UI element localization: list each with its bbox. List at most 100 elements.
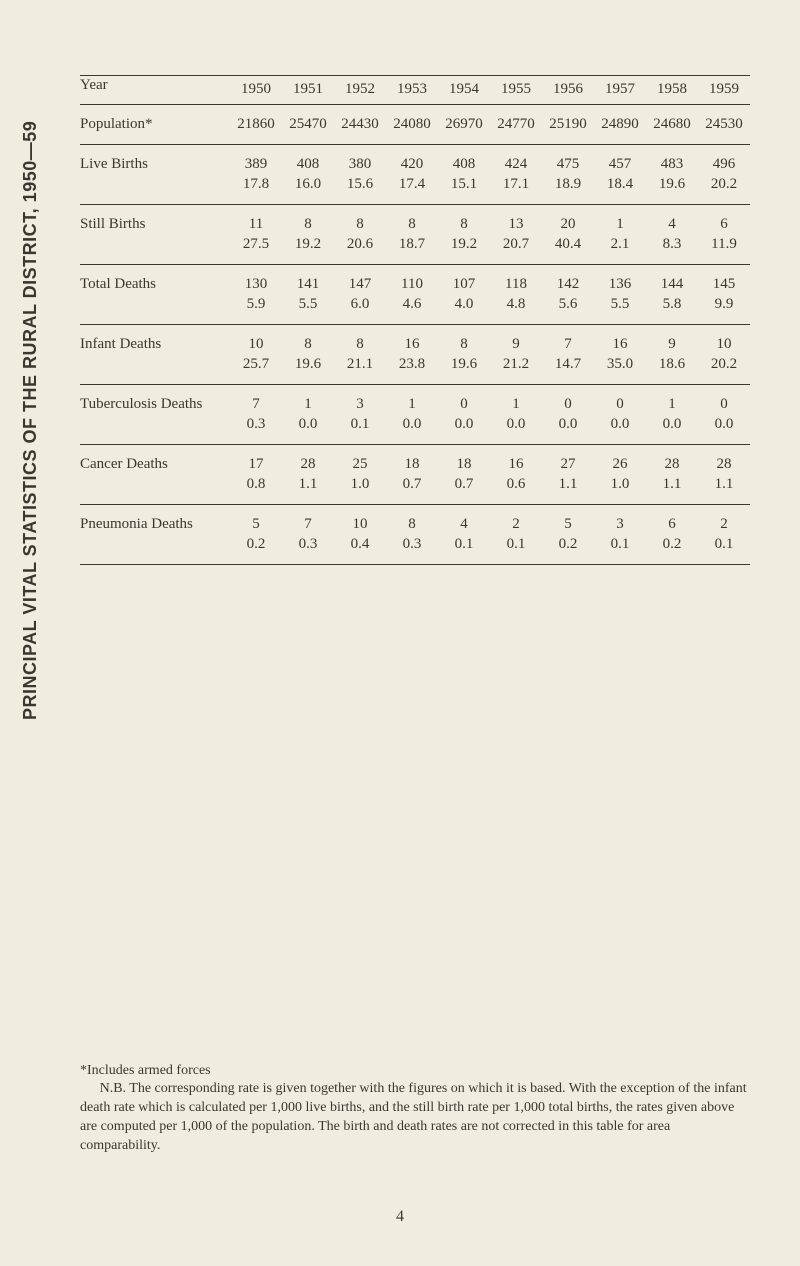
cell-rate: 0.6 xyxy=(490,475,542,495)
cell-value: 1 xyxy=(646,395,698,415)
cell: 49620.2 xyxy=(698,145,750,205)
cell-value: 16 xyxy=(490,455,542,475)
cell-value: 4 xyxy=(438,515,490,535)
cell-rate: 1.1 xyxy=(282,475,334,495)
cell-rate: 0.3 xyxy=(282,535,334,555)
cell-rate: 5.9 xyxy=(230,295,282,315)
cell-rate: 5.8 xyxy=(646,295,698,315)
cell-rate: 20.7 xyxy=(490,235,542,255)
year-col-1955: 1955 xyxy=(490,76,542,105)
cell-rate: 25.7 xyxy=(230,355,282,375)
cell: 00.0 xyxy=(698,385,750,445)
year-col-1958: 1958 xyxy=(646,76,698,105)
cell-rate: 0.1 xyxy=(698,535,750,555)
cell-value: 424 xyxy=(490,155,542,175)
cell-value: 142 xyxy=(542,275,594,295)
cell-rate: 15.6 xyxy=(334,175,386,195)
cell-rate: 20.2 xyxy=(698,175,750,195)
cell: 80.3 xyxy=(386,505,438,565)
cell-value: 24680 xyxy=(646,115,698,135)
cell-value: 5 xyxy=(230,515,282,535)
row-label: Still Births xyxy=(80,205,230,265)
cell-value: 1 xyxy=(594,215,646,235)
cell: 00.0 xyxy=(542,385,594,445)
row-label: Tuberculosis Deaths xyxy=(80,385,230,445)
cell-rate: 1.1 xyxy=(698,475,750,495)
cell-rate: 0.3 xyxy=(386,535,438,555)
cell-rate: 35.0 xyxy=(594,355,646,375)
cell-value: 8 xyxy=(386,515,438,535)
year-col-1953: 1953 xyxy=(386,76,438,105)
cell: 611.9 xyxy=(698,205,750,265)
cell: 24430 xyxy=(334,104,386,145)
cell-rate: 19.6 xyxy=(282,355,334,375)
cell: 160.6 xyxy=(490,445,542,505)
cell: 00.0 xyxy=(594,385,646,445)
cell-rate: 6.0 xyxy=(334,295,386,315)
cell: 819.2 xyxy=(282,205,334,265)
cell-value: 1 xyxy=(386,395,438,415)
cell-rate: 1.1 xyxy=(646,475,698,495)
cell-rate: 0.7 xyxy=(386,475,438,495)
cell-value: 2 xyxy=(698,515,750,535)
cell: 1074.0 xyxy=(438,265,490,325)
cell: 38015.6 xyxy=(334,145,386,205)
cell: 20.1 xyxy=(490,505,542,565)
cell-value: 17 xyxy=(230,455,282,475)
cell-rate: 0.7 xyxy=(438,475,490,495)
cell: 60.2 xyxy=(646,505,698,565)
cell: 47518.9 xyxy=(542,145,594,205)
year-col-1954: 1954 xyxy=(438,76,490,105)
cell-rate: 21.1 xyxy=(334,355,386,375)
cell-value: 0 xyxy=(594,395,646,415)
cell-rate: 18.6 xyxy=(646,355,698,375)
cell: 25190 xyxy=(542,104,594,145)
cell-rate: 4.6 xyxy=(386,295,438,315)
cell-value: 4 xyxy=(646,215,698,235)
cell-value: 9 xyxy=(490,335,542,355)
cell-value: 10 xyxy=(698,335,750,355)
cell: 12.1 xyxy=(594,205,646,265)
row-label: Population* xyxy=(80,104,230,145)
cell: 1020.2 xyxy=(698,325,750,385)
cell: 10.0 xyxy=(282,385,334,445)
cell-rate: 20.6 xyxy=(334,235,386,255)
cell-value: 0 xyxy=(542,395,594,415)
cell: 26970 xyxy=(438,104,490,145)
cell-value: 8 xyxy=(438,335,490,355)
cell: 1445.8 xyxy=(646,265,698,325)
cell-rate: 20.2 xyxy=(698,355,750,375)
cell: 1184.8 xyxy=(490,265,542,325)
cell: 40.1 xyxy=(438,505,490,565)
cell-rate: 4.8 xyxy=(490,295,542,315)
cell-value: 147 xyxy=(334,275,386,295)
cell-rate: 0.2 xyxy=(230,535,282,555)
cell-value: 496 xyxy=(698,155,750,175)
cell-value: 28 xyxy=(646,455,698,475)
row-label: Live Births xyxy=(80,145,230,205)
cell-value: 118 xyxy=(490,275,542,295)
cell-value: 145 xyxy=(698,275,750,295)
cell-rate: 14.7 xyxy=(542,355,594,375)
cell-rate: 17.1 xyxy=(490,175,542,195)
cell-value: 0 xyxy=(698,395,750,415)
cell: 100.4 xyxy=(334,505,386,565)
cell: 714.7 xyxy=(542,325,594,385)
cell: 1415.5 xyxy=(282,265,334,325)
footnote: *Includes armed forces N.B. The correspo… xyxy=(80,1062,750,1156)
cell: 42017.4 xyxy=(386,145,438,205)
cell-value: 7 xyxy=(282,515,334,535)
cell-value: 483 xyxy=(646,155,698,175)
cell-value: 9 xyxy=(646,335,698,355)
cell: 918.6 xyxy=(646,325,698,385)
cell-rate: 0.8 xyxy=(230,475,282,495)
cell: 1305.9 xyxy=(230,265,282,325)
cell: 820.6 xyxy=(334,205,386,265)
cell: 170.8 xyxy=(230,445,282,505)
cell-rate: 0.0 xyxy=(386,415,438,435)
cell: 261.0 xyxy=(594,445,646,505)
cell-value: 27 xyxy=(542,455,594,475)
footnote-line2: N.B. The corresponding rate is given tog… xyxy=(80,1080,750,1156)
cell-value: 16 xyxy=(594,335,646,355)
cell-value: 18 xyxy=(386,455,438,475)
